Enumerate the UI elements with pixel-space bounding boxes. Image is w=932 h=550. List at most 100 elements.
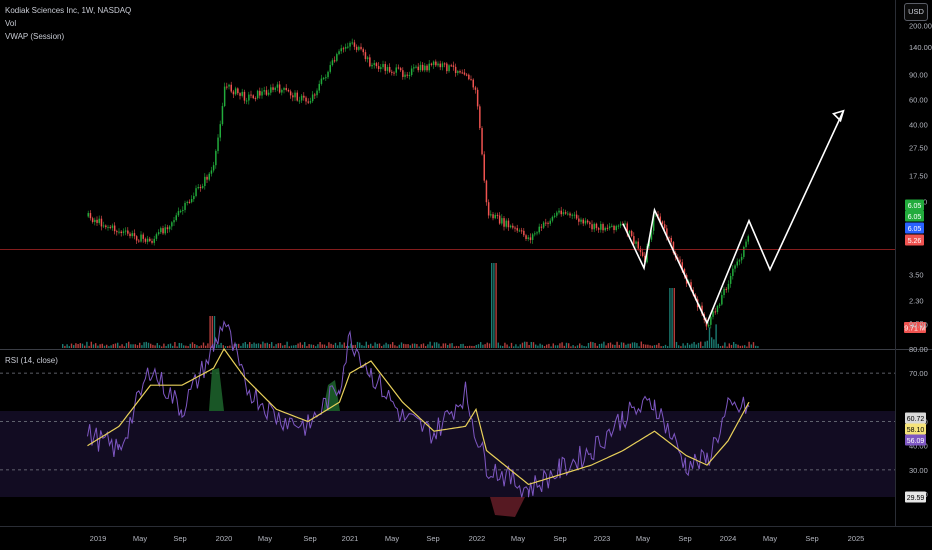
candle xyxy=(666,228,668,238)
volume-bar xyxy=(623,342,625,348)
volume-bar xyxy=(295,344,297,348)
candle xyxy=(505,220,507,227)
candle xyxy=(318,83,320,91)
volume-bar xyxy=(345,346,348,348)
volume-bar xyxy=(251,344,253,348)
candle xyxy=(529,237,532,240)
volume-bar xyxy=(513,346,515,348)
candle xyxy=(111,225,114,228)
candle xyxy=(391,71,393,73)
candle xyxy=(199,187,202,189)
volume-bar xyxy=(95,343,97,348)
volume-bar xyxy=(264,343,266,348)
candle xyxy=(690,282,692,291)
time-tick-10: May xyxy=(511,534,525,543)
candle xyxy=(657,214,659,217)
candle xyxy=(160,228,162,233)
volume-bar xyxy=(194,344,196,348)
volume-bar xyxy=(257,343,260,348)
time-tick-4: May xyxy=(258,534,272,543)
candle xyxy=(263,90,265,92)
candle xyxy=(267,92,270,95)
time-tick-5: Sep xyxy=(303,534,316,543)
currency-button[interactable]: USD xyxy=(904,3,928,21)
rsi-label-3: 29.59 xyxy=(907,495,925,502)
volume-bar xyxy=(724,342,726,348)
volume-bar xyxy=(636,343,638,348)
volume-bar xyxy=(73,345,75,348)
volume-bar xyxy=(585,346,587,348)
volume-bar xyxy=(746,346,748,348)
legend-symbol: Kodiak Sciences Inc, 1W, NASDAQ xyxy=(5,6,132,15)
volume-bar xyxy=(246,344,249,348)
price-label-bg-2 xyxy=(905,222,924,234)
candle xyxy=(144,238,147,242)
volume-bar xyxy=(62,344,64,348)
rsi-label-bg-0 xyxy=(905,412,926,424)
candles xyxy=(87,38,749,331)
volume-bar xyxy=(187,346,189,348)
time-tick-14: Sep xyxy=(678,534,691,543)
candle xyxy=(261,91,263,96)
candle xyxy=(285,87,287,91)
volume-bar xyxy=(121,344,123,348)
volume-bar xyxy=(700,341,702,348)
candle xyxy=(278,84,281,93)
volume-bar xyxy=(422,343,425,348)
time-tick-8: Sep xyxy=(426,534,439,543)
volume-bar xyxy=(449,343,451,348)
volume-bar xyxy=(541,344,543,348)
candle xyxy=(683,268,686,275)
volume-bar xyxy=(202,342,205,348)
price-label-2: 6.05 xyxy=(908,226,922,233)
volume-bar xyxy=(471,345,473,348)
candle xyxy=(133,233,136,237)
volume-bar xyxy=(249,342,251,348)
volume-bar xyxy=(607,343,609,348)
volume-bar xyxy=(680,346,682,348)
volume-bar xyxy=(576,345,579,348)
volume-bar xyxy=(574,346,576,348)
volume-bar xyxy=(79,343,81,348)
candle xyxy=(718,304,721,306)
volume-bar xyxy=(147,342,150,348)
candle xyxy=(503,218,505,227)
candle xyxy=(498,215,501,224)
volume-bar xyxy=(348,345,350,348)
candle xyxy=(509,225,512,228)
volume-bar xyxy=(548,343,550,348)
volume-bar xyxy=(119,345,121,348)
volume-bar xyxy=(339,342,341,348)
volume-bar xyxy=(101,343,103,348)
candle xyxy=(219,124,221,138)
volume-bar xyxy=(156,343,158,348)
volume-bar xyxy=(218,344,220,348)
candle xyxy=(175,215,177,221)
price-tick-3: 60.00 xyxy=(909,96,928,105)
time-tick-12: 2023 xyxy=(594,534,611,543)
rsi-label-0: 60.72 xyxy=(907,416,925,423)
volume-bar xyxy=(222,345,224,348)
candle xyxy=(628,231,631,234)
candle xyxy=(188,201,191,203)
rsi-tick-1: 80.00 xyxy=(909,345,928,354)
volume-bar xyxy=(112,344,114,348)
price-tick-6: 17.50 xyxy=(909,171,928,180)
volume-bar xyxy=(372,345,374,348)
volume-bar xyxy=(647,344,649,348)
candle xyxy=(281,89,283,93)
candle xyxy=(571,214,573,216)
candle xyxy=(617,225,620,227)
candle xyxy=(87,213,89,217)
volume-bar xyxy=(565,342,568,348)
candle xyxy=(177,211,180,216)
candle xyxy=(96,219,98,223)
volume-bar xyxy=(86,341,88,348)
volume-bar xyxy=(546,344,548,348)
rsi-tick-5: 30.00 xyxy=(909,466,928,475)
volume-bar xyxy=(726,346,728,348)
candle xyxy=(580,219,582,222)
volume-bar xyxy=(68,346,70,348)
candle xyxy=(575,214,578,219)
